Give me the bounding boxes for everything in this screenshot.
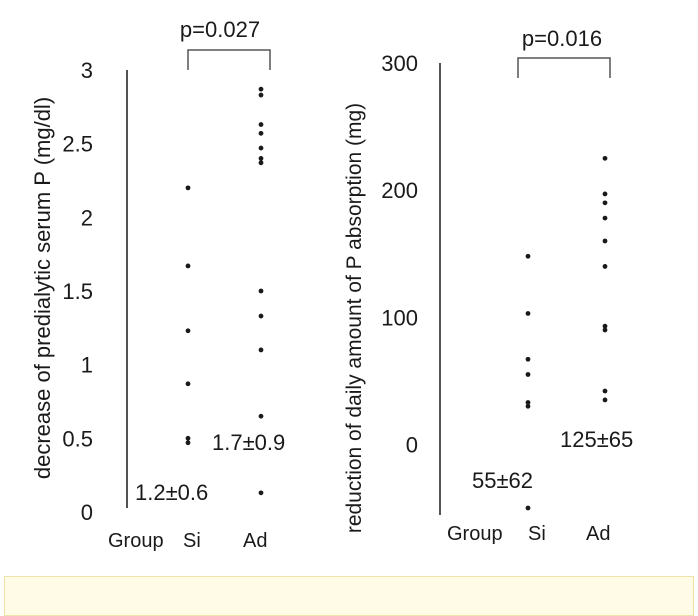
left-ad-point-0 bbox=[258, 86, 264, 92]
right-ad-point-4 bbox=[602, 238, 608, 244]
right-si-point-5 bbox=[525, 403, 531, 409]
left-ad-point-8 bbox=[258, 313, 264, 319]
right-ad-point-1 bbox=[602, 191, 608, 197]
right-si-point-4 bbox=[525, 400, 531, 405]
right-category-ad: Ad bbox=[586, 523, 610, 545]
left-y-tick-5: 2.5 bbox=[62, 132, 93, 157]
right-si-point-2 bbox=[525, 356, 531, 362]
left-ad-point-10 bbox=[258, 413, 264, 419]
right-panel: reduction of daily amount of P absorptio… bbox=[343, 26, 633, 545]
right-x-axis-label: Group bbox=[447, 523, 503, 545]
left-category-si: Si bbox=[183, 530, 201, 552]
left-ad-point-4 bbox=[258, 145, 264, 151]
right-si-summary: 55±62 bbox=[472, 468, 533, 493]
left-si-point-2 bbox=[185, 328, 191, 334]
left-si-point-4 bbox=[185, 435, 191, 441]
right-ad-point-9 bbox=[602, 397, 608, 403]
right-ad-point-6 bbox=[602, 323, 608, 329]
left-ad-point-1 bbox=[258, 92, 264, 98]
right-y-axis-label: reduction of daily amount of P absorptio… bbox=[343, 103, 366, 533]
right-y-tick-3: 300 bbox=[381, 51, 418, 76]
left-y-tick-6: 3 bbox=[81, 58, 93, 83]
left-significance-bracket bbox=[187, 49, 271, 70]
left-y-tick-4: 2 bbox=[81, 205, 93, 230]
left-ad-point-2 bbox=[258, 122, 264, 127]
right-si-point-0 bbox=[525, 253, 531, 259]
right-ad-point-2 bbox=[602, 200, 608, 206]
left-ad-point-9 bbox=[258, 347, 264, 353]
right-category-si: Si bbox=[528, 523, 546, 545]
left-si-summary: 1.2±0.6 bbox=[135, 480, 208, 505]
right-si-point-6 bbox=[525, 505, 531, 511]
left-y-axis-label: decrease of predialytic serum P (mg/dl) bbox=[30, 97, 55, 479]
right-ad-point-8 bbox=[602, 388, 608, 394]
left-y-tick-2: 1 bbox=[81, 353, 93, 378]
right-ad-point-0 bbox=[602, 155, 608, 161]
right-y-tick-1: 100 bbox=[381, 305, 418, 330]
left-si-point-3 bbox=[185, 381, 191, 387]
right-significance-bracket bbox=[517, 57, 611, 78]
left-si-point-1 bbox=[185, 263, 191, 269]
left-si-point-0 bbox=[185, 185, 191, 191]
right-ad-point-3 bbox=[602, 215, 608, 221]
left-ad-summary: 1.7±0.9 bbox=[212, 430, 285, 455]
left-ad-point-3 bbox=[258, 130, 264, 136]
right-p-value: p=0.016 bbox=[522, 26, 602, 51]
left-y-tick-1: 0.5 bbox=[62, 426, 93, 451]
right-ad-point-7 bbox=[602, 327, 608, 333]
left-category-ad: Ad bbox=[243, 530, 267, 552]
right-y-tick-2: 200 bbox=[381, 178, 418, 203]
left-si-point-5 bbox=[185, 440, 191, 446]
right-ad-summary: 125±65 bbox=[560, 427, 633, 452]
left-panel: decrease of predialytic serum P (mg/dl) … bbox=[30, 17, 285, 552]
left-x-axis-label: Group bbox=[108, 530, 164, 552]
left-ad-point-11 bbox=[258, 490, 264, 496]
right-data-points bbox=[525, 155, 608, 511]
left-p-value: p=0.027 bbox=[180, 17, 260, 42]
left-data-points bbox=[185, 86, 264, 496]
left-y-tick-0: 0 bbox=[81, 500, 93, 525]
right-y-tick-labels: 0 100 200 300 bbox=[381, 51, 418, 457]
left-ad-point-5 bbox=[258, 156, 264, 161]
left-ad-point-7 bbox=[258, 288, 264, 294]
caption-box bbox=[4, 576, 694, 616]
right-y-tick-0: 0 bbox=[406, 432, 418, 457]
left-y-tick-3: 1.5 bbox=[62, 279, 93, 304]
right-ad-point-5 bbox=[602, 264, 608, 269]
left-ad-point-6 bbox=[258, 160, 264, 166]
left-y-tick-labels: 0 0.5 1 1.5 2 2.5 3 bbox=[62, 58, 93, 525]
right-si-point-3 bbox=[525, 372, 531, 377]
right-si-point-1 bbox=[525, 311, 531, 316]
